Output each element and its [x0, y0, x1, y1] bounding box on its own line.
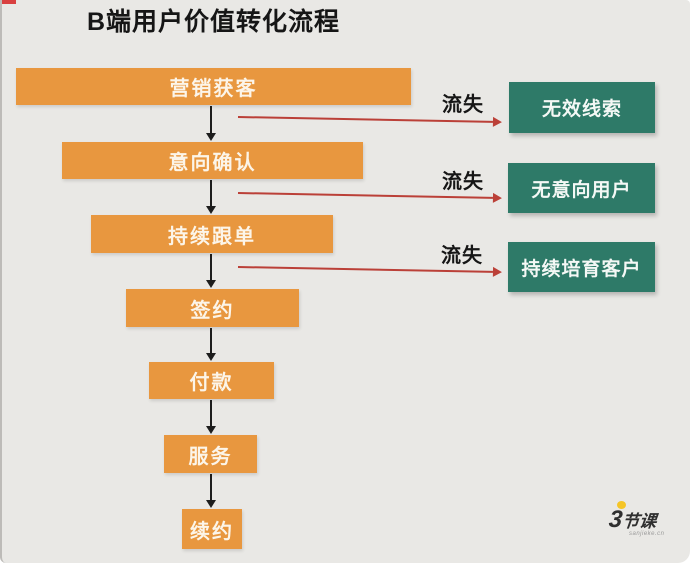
churn-arrow-right-icon [237, 116, 493, 123]
churn-outcome-invalid-leads: 无效线索 [509, 82, 655, 133]
funnel-step-label: 持续跟单 [168, 225, 256, 248]
churn-outcome-label: 持续培育客户 [521, 258, 642, 280]
logo-domain: sanjieke.cn [629, 531, 665, 537]
logo-dot-icon [617, 501, 626, 509]
arrow-down-icon [206, 474, 216, 508]
churn-outcome-nurture-customers: 持续培育客户 [508, 242, 655, 292]
funnel-step-sign: 签约 [126, 289, 299, 327]
churn-label: 流失 [441, 245, 483, 267]
arrow-down-icon [206, 400, 216, 434]
funnel-step-label: 营销获客 [169, 78, 258, 100]
page-title: B端用户价值转化流程 [87, 8, 341, 36]
funnel-step-label: 意向确认 [168, 152, 257, 174]
churn-label: 流失 [442, 171, 484, 193]
arrow-down-icon [206, 106, 216, 141]
funnel-step-marketing: 营销获客 [16, 68, 411, 105]
funnel-step-label: 付款 [189, 372, 234, 394]
funnel-step-service: 服务 [164, 435, 257, 473]
funnel-step-payment: 付款 [149, 362, 274, 399]
funnel-step-renewal: 续约 [182, 509, 242, 549]
churn-outcome-label: 无意向用户 [531, 179, 632, 201]
arrow-down-icon [206, 328, 216, 361]
logo-word: 节课 [621, 512, 658, 531]
funnel-step-label: 续约 [190, 520, 234, 543]
arrow-down-icon [206, 254, 216, 288]
funnel-step-label: 服务 [188, 445, 233, 468]
red-corner-mark [2, 0, 16, 4]
funnel-step-intent-confirm: 意向确认 [62, 142, 363, 179]
funnel-step-follow-up: 持续跟单 [91, 215, 333, 253]
churn-outcome-no-intent-users: 无意向用户 [508, 163, 655, 213]
funnel-step-label: 签约 [190, 299, 235, 322]
churn-outcome-label: 无效线索 [541, 99, 622, 120]
arrow-down-icon [206, 180, 216, 214]
churn-label: 流失 [442, 94, 484, 116]
watermark-logo: 3节课 sanjieke.cn [603, 500, 683, 540]
